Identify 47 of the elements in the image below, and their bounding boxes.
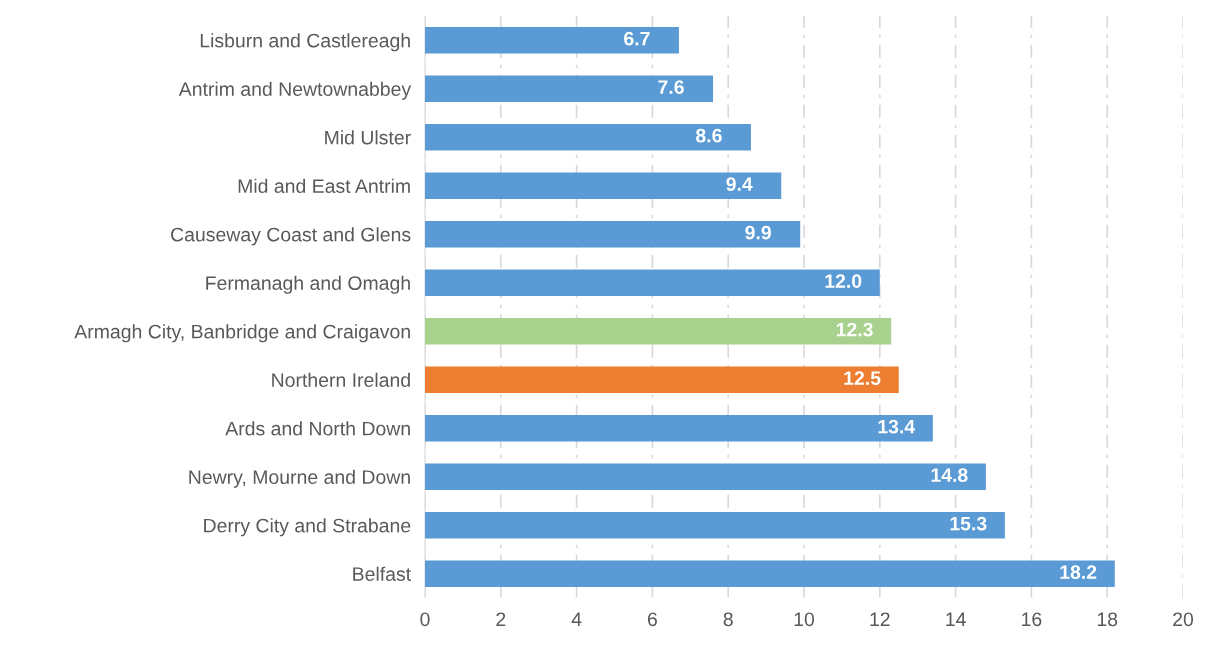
y-tick-label: Ards and North Down	[225, 421, 410, 436]
x-tick-label: 12	[870, 612, 890, 626]
data-label: 18.2	[1060, 565, 1097, 579]
y-tick-label: Mid Ulster	[325, 130, 411, 145]
x-tick-label: 10	[794, 612, 815, 627]
x-tick-label: 0	[420, 612, 430, 627]
data-label: 9.9	[745, 225, 771, 240]
data-label: 12.0	[825, 274, 862, 288]
x-tick-label: 18	[1097, 612, 1118, 627]
x-tick-label: 2	[496, 612, 506, 626]
bar	[425, 26, 679, 54]
bar	[425, 463, 986, 491]
x-tick-label: 20	[1173, 612, 1194, 627]
y-tick-label: Causeway Coast and Glens	[171, 227, 411, 246]
bar	[425, 220, 801, 248]
bar	[425, 560, 1115, 588]
bar	[425, 269, 880, 297]
data-label: 9.4	[726, 177, 753, 191]
data-label: 12.5	[844, 371, 881, 385]
data-label: 12.3	[836, 322, 873, 337]
y-tick-label: Mid and East Antrim	[238, 178, 410, 193]
data-label: 15.3	[950, 516, 987, 531]
y-tick-label: Lisburn and Castlereagh	[200, 33, 410, 52]
bar	[425, 75, 714, 103]
x-tick-label: 6	[647, 612, 657, 627]
y-tick-label: Antrim and Newtownabbey	[178, 81, 412, 100]
y-tick-label: Northern Ireland	[272, 372, 410, 387]
y-tick-label: Armagh City, Banbridge and Craigavon	[74, 324, 410, 343]
data-label: 13.4	[878, 419, 916, 434]
bar	[425, 172, 782, 200]
bar	[425, 366, 899, 394]
data-label: 7.6	[658, 80, 684, 94]
data-label: 14.8	[931, 468, 968, 482]
x-tick-label: 14	[946, 612, 966, 626]
x-tick-label: 16	[1022, 612, 1042, 627]
y-tick-label: Newry, Mourne and Down	[189, 469, 410, 488]
x-tick-label: 8	[723, 612, 733, 627]
bar	[425, 123, 751, 151]
bar	[425, 317, 892, 345]
y-tick-label: Derry City and Strabane	[204, 518, 411, 537]
y-tick-label: Fermanagh and Omagh	[206, 275, 410, 294]
bar	[425, 414, 933, 442]
y-tick-label: Belfast	[353, 566, 411, 581]
bar	[425, 511, 1005, 539]
data-label: 6.7	[624, 31, 650, 46]
x-tick-label: 4	[571, 612, 582, 626]
data-label: 8.6	[696, 128, 722, 143]
